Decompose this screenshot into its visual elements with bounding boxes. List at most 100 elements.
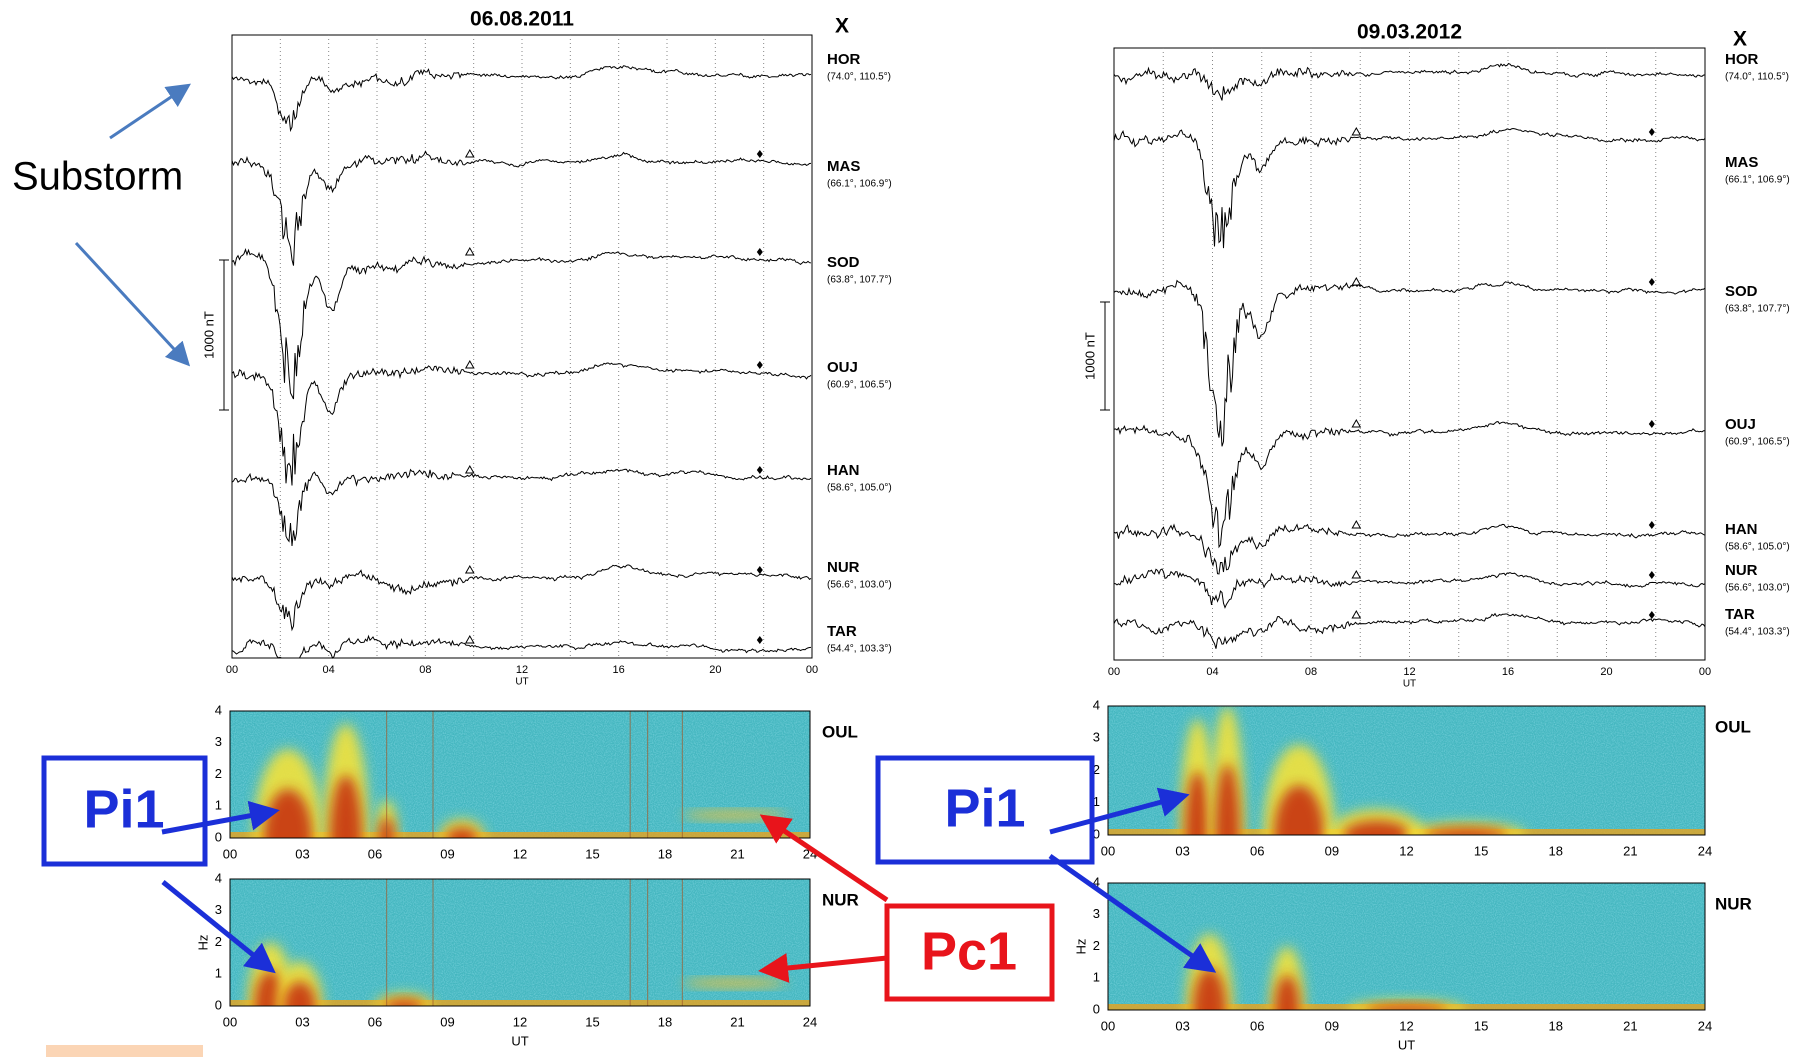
x-tick-label: 15 (585, 1014, 599, 1029)
station-code: MAS (827, 158, 860, 175)
marker-closed (1648, 420, 1655, 428)
pi1-label: Pi1 (944, 778, 1025, 838)
trace (1113, 62, 1706, 101)
x-tick-label: 12 (516, 664, 528, 676)
marker-closed (756, 361, 763, 369)
station-label: NUR (822, 890, 859, 909)
station-coords: (63.8°, 107.7°) (1725, 304, 1790, 315)
station-label: OUL (822, 722, 858, 741)
x-tick-label: 12 (1399, 843, 1413, 858)
y-tick-label: 1 (1093, 970, 1100, 985)
station-label: NUR (1715, 894, 1752, 913)
arrow (74, 241, 191, 367)
trace (231, 362, 812, 486)
decoration (46, 1045, 203, 1057)
x-tick-label: 00 (226, 664, 238, 676)
burst-core (1343, 820, 1411, 835)
marker-closed (1648, 611, 1655, 619)
station-code: OUJ (1725, 416, 1756, 433)
x-tick-label: 04 (323, 664, 335, 676)
marker-open (464, 564, 475, 574)
x-tick-label: 09 (440, 846, 454, 861)
trace (1113, 279, 1706, 447)
station-code: MAS (1725, 154, 1758, 171)
x-tick-label: 12 (513, 846, 527, 861)
station-coords: (60.9°, 106.5°) (827, 380, 892, 391)
marker-open (1351, 569, 1362, 579)
x-tick-label: 03 (1175, 843, 1189, 858)
station-code: HAN (1725, 521, 1758, 538)
x-tick-label: 24 (803, 1014, 817, 1029)
x-tick-label: 20 (1600, 666, 1612, 678)
x-axis-label: UT (1403, 679, 1416, 690)
station-coords: (56.6°, 103.0°) (827, 580, 892, 591)
y-tick-label: 2 (1093, 938, 1100, 953)
y-axis-label: Hz (195, 935, 210, 951)
x-tick-label: 03 (295, 846, 309, 861)
x-tick-label: 03 (295, 1014, 309, 1029)
x-tick-label: 00 (1101, 843, 1115, 858)
pc1-label: Pc1 (921, 921, 1017, 981)
y-tick-label: 0 (215, 829, 222, 844)
marker-closed (756, 248, 763, 256)
y-tick-label: 4 (1093, 874, 1100, 889)
pi1-box (41, 755, 208, 867)
y-tick-label: 0 (215, 997, 222, 1012)
x-tick-label: 20 (709, 664, 721, 676)
marker-open (464, 464, 475, 474)
trace (231, 65, 812, 133)
spectrogram-image (1108, 883, 1705, 1010)
magnetogram: 00 04 08 12 16 20 00 UT 06.08.2011 X 1000 nT HOR (74… (201, 8, 891, 688)
y-tick-label: 3 (1093, 730, 1100, 745)
marker-open (1351, 418, 1362, 428)
y-tick-label: 3 (215, 734, 222, 749)
marker-closed (1648, 571, 1655, 579)
burst-core (383, 999, 425, 1006)
x-tick-label: 00 (1101, 1018, 1115, 1033)
pc1-band (682, 811, 787, 820)
x-tick-label: 06 (368, 846, 382, 861)
spectrogram: 01234Hz000306091215182124OUL (1073, 697, 1751, 858)
frame (1107, 705, 1706, 836)
marker-open (464, 634, 475, 644)
x-tick-label: 18 (1549, 1018, 1563, 1033)
station-coords: (54.4°, 103.3°) (1725, 627, 1790, 638)
station-code: NUR (1725, 562, 1758, 579)
arrow (1048, 853, 1217, 973)
burst-core (1424, 827, 1508, 835)
x-tick-label: 09 (1325, 1018, 1339, 1033)
station-label: OUL (1715, 717, 1751, 736)
arrow (759, 814, 889, 903)
station-code: SOD (1725, 283, 1758, 300)
x-tick-label: 06 (1250, 843, 1264, 858)
pc1-band (682, 979, 787, 988)
y-tick-label: 0 (1093, 1001, 1100, 1016)
burst-core (1274, 975, 1300, 1010)
arrow (161, 880, 276, 974)
marker-closed (1648, 521, 1655, 529)
marker-open (1351, 276, 1362, 286)
y-tick-label: 2 (1093, 762, 1100, 777)
burst-core (1185, 771, 1211, 835)
station-code: OUJ (827, 359, 858, 376)
x-tick-label: 15 (585, 846, 599, 861)
trace (231, 468, 812, 547)
x-tick-label: 16 (613, 664, 625, 676)
x-tick-label: 12 (1399, 1018, 1413, 1033)
trace (1113, 612, 1706, 649)
y-tick-label: 1 (215, 798, 222, 813)
y-tick-label: 3 (215, 902, 222, 917)
x-tick-label: 18 (658, 846, 672, 861)
frame (1107, 882, 1706, 1011)
trace (1113, 421, 1706, 549)
x-axis-label: UT (1398, 1037, 1415, 1052)
y-tick-label: 1 (215, 966, 222, 981)
x-tick-label: 24 (1698, 1018, 1712, 1033)
marker-open (1351, 609, 1362, 619)
station-coords: (60.9°, 106.5°) (1725, 437, 1790, 448)
x-tick-label: 24 (1698, 843, 1712, 858)
marker-open (1351, 126, 1362, 136)
trace (231, 634, 812, 659)
station-code: TAR (827, 623, 857, 640)
station-coords: (66.1°, 106.9°) (827, 179, 892, 190)
